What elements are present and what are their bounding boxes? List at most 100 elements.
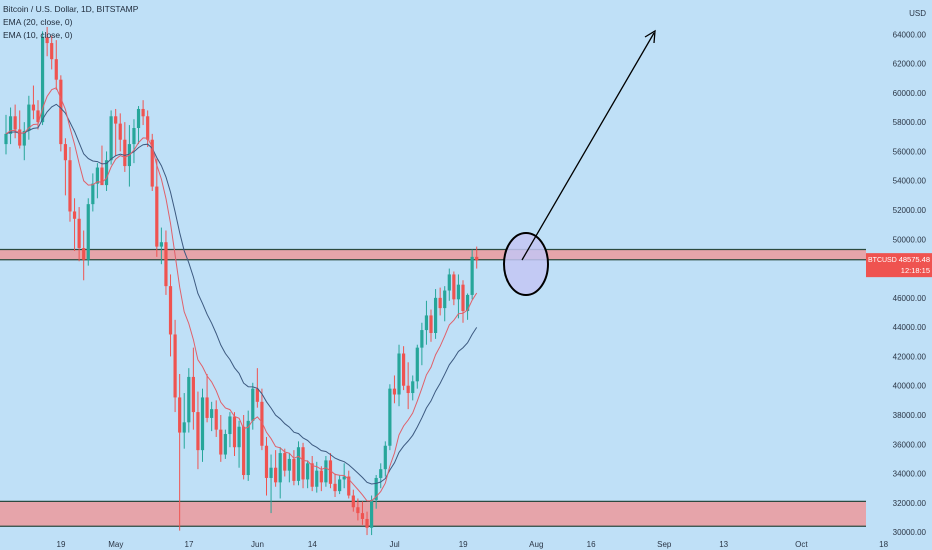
x-tick-label: May xyxy=(108,540,123,549)
y-tick-label: 62000.00 xyxy=(893,60,927,69)
candle-31-body xyxy=(146,116,150,140)
candle-13-body xyxy=(63,144,68,161)
candle-73-body xyxy=(338,479,342,492)
highlight-ellipse xyxy=(503,232,549,296)
candle-4-body xyxy=(22,130,26,146)
chart-legend: Bitcoin / U.S. Dollar, 1D, BITSTAMP EMA … xyxy=(3,4,139,40)
candle-45-body xyxy=(210,409,214,418)
candle-83-body xyxy=(383,445,387,470)
candle-3-body xyxy=(18,129,22,146)
candle-55-body xyxy=(255,388,259,402)
candle-76-body xyxy=(351,495,355,508)
candle-51-body xyxy=(237,426,241,448)
x-tick-label: 13 xyxy=(719,540,728,549)
candle-56-body xyxy=(260,401,264,446)
candle-48-body xyxy=(223,434,227,455)
y-tick-label: 52000.00 xyxy=(893,206,927,215)
candle-14-body xyxy=(68,160,72,212)
candle-23-body xyxy=(109,116,113,161)
candle-8-body xyxy=(40,37,45,123)
price-tag-symbol: BTCUSD xyxy=(868,257,897,264)
zone-0-fill xyxy=(0,249,866,260)
candle-0-body xyxy=(4,133,8,145)
x-tick-label: 17 xyxy=(185,540,194,549)
candle-68-body xyxy=(315,470,319,487)
candle-87-body xyxy=(401,353,406,386)
projection-arrow-line xyxy=(521,32,655,261)
x-tick-label: Jul xyxy=(389,540,399,549)
legend-ema-10: EMA (10, close, 0) xyxy=(3,30,73,40)
candle-99-body xyxy=(456,284,461,300)
candle-30-body xyxy=(141,108,145,117)
time-axis[interactable]: 19May17Jun14Jul19Aug16Sep13Oct18Nov15Dec xyxy=(0,538,932,550)
candle-75-body xyxy=(347,476,351,496)
candle-40-body xyxy=(187,376,191,423)
candle-44-body xyxy=(205,397,209,418)
candle-80-body xyxy=(370,499,374,528)
candle-29-body xyxy=(136,108,141,128)
candle-91-body xyxy=(420,330,424,348)
time-axis-background xyxy=(0,538,932,550)
candle-35-body xyxy=(164,242,168,287)
y-tick-label: 46000.00 xyxy=(893,294,927,303)
candle-36-body xyxy=(168,286,173,335)
candle-57-body xyxy=(264,445,269,478)
ema-lines xyxy=(5,87,478,502)
candle-102-body xyxy=(470,256,474,295)
y-tick-label: 64000.00 xyxy=(893,30,927,39)
candle-60-body xyxy=(278,453,282,483)
x-tick-label: Sep xyxy=(657,540,672,549)
annotations xyxy=(503,29,656,296)
candle-69-body xyxy=(319,470,323,483)
candle-15-body xyxy=(72,211,77,219)
candle-5-body xyxy=(27,104,31,131)
ema-20-line xyxy=(5,103,478,485)
candle-21-body xyxy=(100,167,104,186)
candle-33-body xyxy=(155,186,159,247)
candle-64-body xyxy=(296,447,301,481)
candle-62-body xyxy=(287,458,291,471)
candle-58-body xyxy=(269,467,273,478)
x-tick-label: 19 xyxy=(459,540,468,549)
candle-85-body xyxy=(392,388,397,395)
y-tick-label: 32000.00 xyxy=(893,499,927,508)
ema-10-line xyxy=(5,87,478,502)
candle-38-body xyxy=(178,397,182,433)
x-tick-label: 18 xyxy=(879,540,888,549)
candle-101-body xyxy=(465,294,470,312)
x-tick-label: 19 xyxy=(57,540,66,549)
candle-12-body xyxy=(59,79,63,145)
candle-1-body xyxy=(8,116,13,134)
candle-37-body xyxy=(173,334,177,398)
y-tick-label: 56000.00 xyxy=(893,147,927,156)
candle-24-body xyxy=(114,116,118,124)
projection-arrow-head xyxy=(644,29,656,44)
candle-10-body xyxy=(50,43,54,60)
candle-92-body xyxy=(424,315,429,331)
candle-72-body xyxy=(333,483,337,492)
candle-41-body xyxy=(191,376,195,413)
y-tick-label: 40000.00 xyxy=(893,382,927,391)
candle-63-body xyxy=(292,458,296,481)
y-tick-label: 34000.00 xyxy=(893,470,927,479)
candle-series xyxy=(4,26,479,536)
y-tick-label: 50000.00 xyxy=(893,235,927,244)
candle-25-body xyxy=(118,123,122,140)
candle-78-body xyxy=(360,513,365,519)
candle-17-body xyxy=(82,248,86,260)
x-tick-label: 14 xyxy=(308,540,317,549)
candle-26-body xyxy=(123,139,127,167)
candle-67-body xyxy=(310,463,314,487)
candle-54-body xyxy=(251,388,255,421)
candle-94-body xyxy=(433,297,438,333)
candle-66-body xyxy=(306,463,310,480)
candle-96-body xyxy=(443,290,447,309)
price-tag-countdown: 12:18:15 xyxy=(901,266,930,275)
candle-88-body xyxy=(406,385,410,394)
candle-79-body xyxy=(365,518,369,528)
y-tick-label: 30000.00 xyxy=(893,528,927,537)
currency-label: USD xyxy=(909,9,926,18)
candle-98-body xyxy=(452,274,456,300)
